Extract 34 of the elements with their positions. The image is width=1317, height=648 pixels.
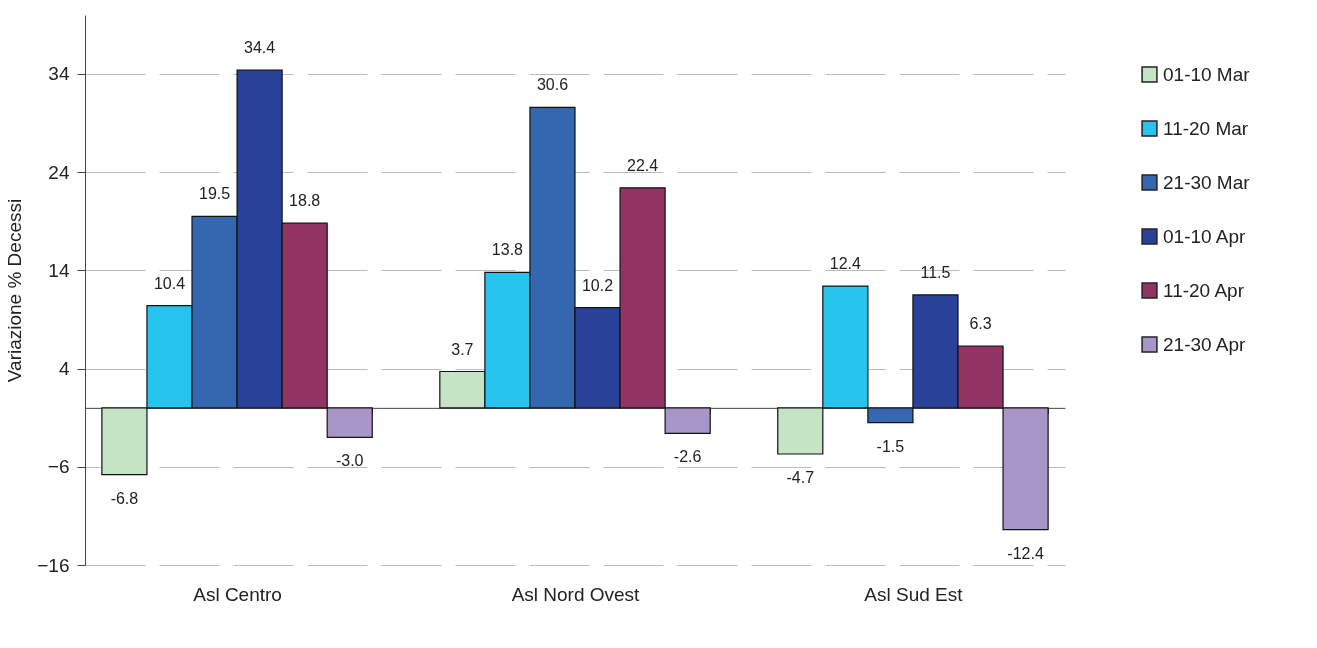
legend-label: 21-30 Mar (1163, 171, 1251, 193)
legend-label: 11-20 Apr (1163, 279, 1245, 301)
legend-label: 01-10 Apr (1163, 225, 1247, 247)
y-tick-label: −6 (47, 456, 70, 478)
data-label: 19.5 (198, 185, 231, 203)
x-tick-label: Asl Centro (193, 583, 282, 605)
data-label: -2.6 (673, 448, 702, 466)
y-tick-label: −16 (37, 554, 70, 576)
y-tick-label: 14 (48, 259, 70, 281)
data-label: 6.3 (969, 314, 992, 332)
y-tick-label: 24 (48, 161, 70, 183)
x-tick-label: Asl Nord Ovest (511, 583, 641, 605)
data-label: 3.7 (451, 340, 474, 358)
data-label: 11.5 (920, 263, 951, 281)
legend-label: 21-30 Apr (1163, 333, 1247, 355)
data-label: 30.6 (536, 76, 569, 94)
y-tick-label: 34 (48, 63, 70, 85)
data-label: 34.4 (244, 39, 276, 56)
data-label: -6.8 (110, 489, 139, 507)
legend-label: 11-20 Mar (1163, 117, 1249, 139)
data-label: 18.8 (289, 192, 321, 210)
data-label: -12.4 (1007, 544, 1044, 562)
data-label: 10.4 (153, 274, 186, 292)
y-axis-title: Variazione % Decessi (4, 198, 26, 383)
data-label: 22.4 (627, 156, 659, 174)
data-label: -3.0 (335, 452, 364, 470)
data-label: -1.5 (876, 437, 905, 455)
legend-label: 01-10 Mar (1163, 63, 1251, 85)
x-tick-label: Asl Sud Est (864, 583, 964, 605)
y-tick-label: 4 (58, 358, 70, 380)
data-label: -4.7 (786, 469, 815, 487)
data-label: 12.4 (829, 255, 862, 273)
data-label: 10.2 (581, 276, 614, 294)
data-label: 13.8 (491, 241, 524, 259)
